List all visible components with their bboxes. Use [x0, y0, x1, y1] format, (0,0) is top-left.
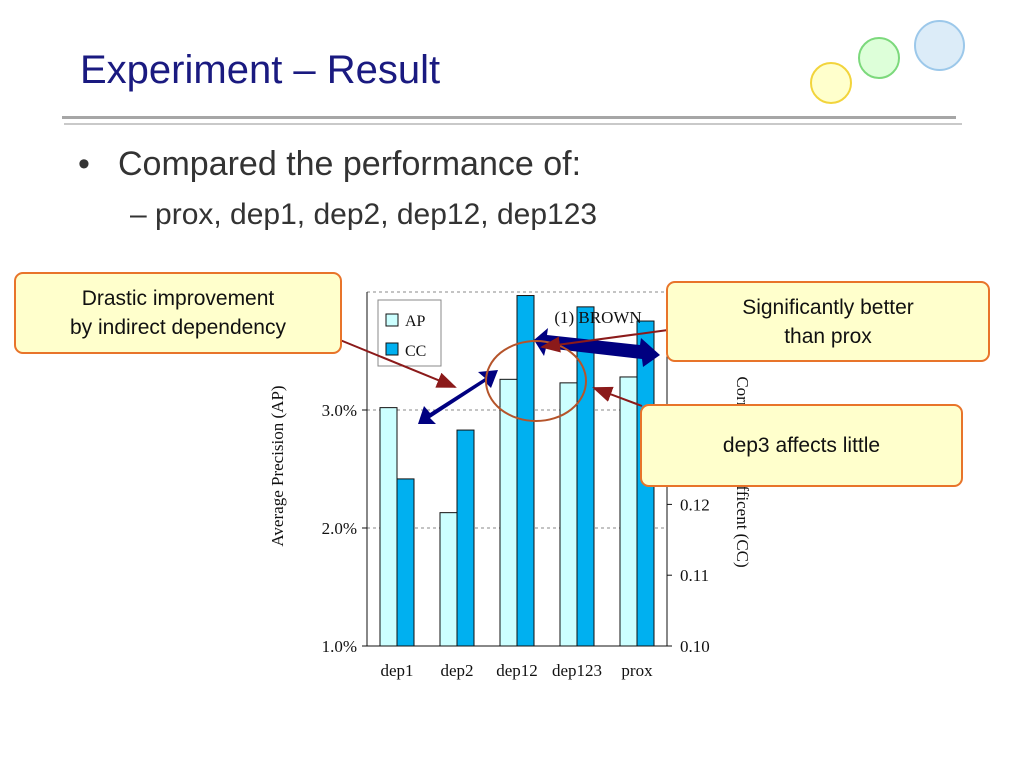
bar-ap-dep12	[499, 378, 518, 647]
y-right-tick-label: 0.10	[680, 637, 710, 656]
bar-ap-dep2	[439, 512, 458, 647]
highlight-ellipse	[485, 340, 587, 422]
bullet-item: • Compared the performance of:	[78, 145, 581, 184]
y-left-tick-label: 3.0%	[322, 401, 357, 420]
chart-plot-area: dep1 dep2 dep12 dep123 prox 1.0% 2.0% 3.0% 0.10 0…	[322, 291, 710, 680]
y-right-tick-label: 0.11	[680, 566, 709, 585]
bar-cc-dep123	[576, 306, 595, 647]
legend-label-cc: CC	[405, 343, 426, 360]
y-right-tick-label: 0.12	[680, 495, 710, 514]
double-arrow-dep12-prox	[534, 328, 660, 367]
title-divider	[62, 116, 956, 119]
callout-significant-line1: Significantly better	[742, 295, 914, 319]
legend-swatch-ap	[385, 313, 399, 327]
x-tick-label: dep1	[380, 661, 413, 680]
callout-drastic-improvement: Drastic improvement by indirect dependenc…	[14, 272, 342, 354]
callout-drastic-line2: by indirect dependency	[70, 316, 286, 339]
bar-ap-dep123	[559, 382, 578, 647]
x-tick-label: dep123	[552, 661, 602, 680]
callout-dep3-affects-little: dep3 affects little	[640, 404, 963, 487]
callout-dep3-text: dep3 affects little	[722, 434, 881, 457]
double-arrow-dep1-dep12	[418, 370, 498, 424]
bar-cc-dep2	[456, 429, 475, 647]
callout-drastic-line1: Drastic improvement	[81, 287, 275, 310]
chart-title: (1) BROWN	[554, 308, 641, 327]
callout-line-drastic	[339, 339, 457, 388]
chart-legend: AP CC	[377, 299, 442, 367]
callout-line-significant	[540, 329, 669, 353]
sub-bullet-item: – prox, dep1, dep2, dep12, dep123	[130, 198, 598, 231]
decorative-circle-green	[858, 37, 900, 79]
bar-ap-prox	[619, 376, 638, 647]
callout-significant-line2: than prox	[784, 324, 872, 348]
legend-label-ap: AP	[405, 313, 426, 330]
decorative-circle-yellow	[810, 62, 852, 104]
annotation-arrows	[339, 328, 669, 424]
x-tick-label: prox	[621, 661, 653, 680]
y-left-tick-label: 2.0%	[322, 519, 357, 538]
bullet-marker: •	[78, 145, 90, 183]
decorative-circle-blue	[914, 20, 965, 71]
x-tick-label: dep12	[496, 661, 538, 680]
callout-line-dep3	[592, 386, 643, 407]
callout-significantly-better: Significantly better than prox	[666, 281, 990, 362]
bar-cc-dep12	[516, 295, 535, 647]
title-divider-shadow	[64, 123, 962, 125]
x-tick-label: dep2	[440, 661, 473, 680]
slide-title: Experiment – Result	[80, 48, 441, 92]
legend-swatch-cc	[385, 342, 399, 356]
bar-cc-dep1	[396, 478, 415, 647]
bullet-text: Compared the performance of:	[118, 145, 582, 183]
bar-ap-dep1	[379, 407, 398, 647]
y-left-tick-label: 1.0%	[322, 637, 357, 656]
y-axis-left-label: Average Precision (AP)	[268, 385, 287, 546]
